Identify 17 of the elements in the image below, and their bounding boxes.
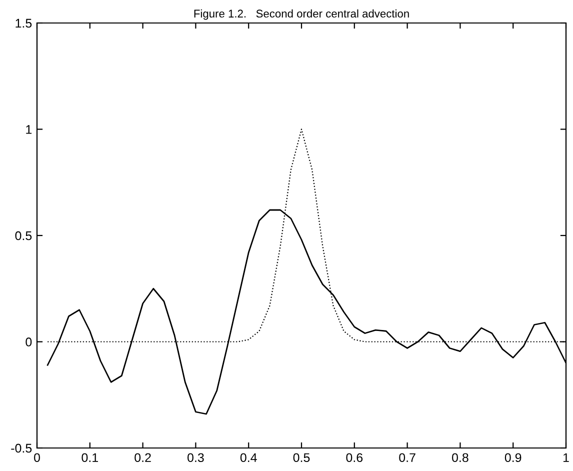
x-tick-label: 0.5 xyxy=(293,453,310,462)
y-tick-label: 0 xyxy=(26,338,32,346)
y-tick-label: -0.5 xyxy=(11,444,32,453)
x-tick-label: 0.6 xyxy=(346,453,363,462)
chart-title: Figure 1.2. Second order central advection xyxy=(194,9,409,20)
y-tick-label: 1 xyxy=(26,125,32,134)
x-tick-label: 0.7 xyxy=(399,453,416,462)
y-tick-label: 1.5 xyxy=(16,18,32,28)
x-tick-label: 0.9 xyxy=(504,453,522,462)
x-tick-label: 0.2 xyxy=(134,453,151,462)
y-tick-label: 0.5 xyxy=(15,231,32,240)
x-tick-label: 1 xyxy=(563,453,569,462)
x-tick-label: 0.4 xyxy=(240,453,257,462)
x-tick-label: 0.8 xyxy=(452,453,468,462)
x-tick-label: 0 xyxy=(34,453,40,462)
x-tick-label: 0.1 xyxy=(82,453,98,462)
x-tick-label: 0.3 xyxy=(188,453,204,462)
